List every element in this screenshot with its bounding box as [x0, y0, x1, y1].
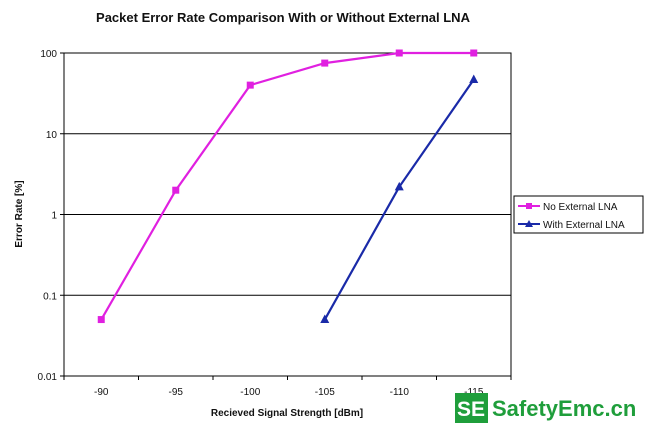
data-point	[320, 314, 330, 324]
data-point	[469, 74, 479, 83]
legend-label-no-lna: No External LNA	[543, 202, 618, 213]
data-point	[395, 49, 403, 57]
watermark-badge	[455, 393, 488, 423]
data-point	[172, 186, 180, 194]
watermark: SE SafetyEmc.cn	[455, 393, 636, 423]
y-tick-label: 0.1	[43, 291, 57, 302]
y-tick-label: 10	[46, 130, 58, 141]
watermark-text: SafetyEmc.cn	[492, 396, 636, 421]
x-axis-ticks: -90 -95 -100 -105 -110 -115	[63, 376, 512, 398]
legend: No External LNA With External LNA	[513, 195, 644, 234]
y-tick-label: 100	[40, 49, 57, 60]
series-line-0	[100, 51, 474, 321]
legend-box	[513, 195, 644, 234]
legend-marker-no-lna	[526, 203, 532, 209]
data-point	[97, 316, 105, 324]
y-tick-label: 1	[51, 211, 57, 222]
x-tick-label: -115	[464, 387, 484, 398]
x-tick-label: -90	[94, 387, 109, 398]
watermark-badge-text: SE	[457, 398, 485, 421]
y-axis-label: Error Rate [%]	[14, 180, 25, 247]
x-tick-label: -100	[240, 387, 260, 398]
x-tick-label: -110	[390, 387, 410, 398]
data-point	[394, 181, 404, 191]
legend-marker-with-lna	[525, 220, 533, 227]
data-point	[470, 49, 478, 57]
legend-label-with-lna: With External LNA	[543, 220, 625, 231]
y-axis-ticks: 0.01 0.1 1 10 100	[38, 49, 64, 383]
data-point	[246, 81, 254, 89]
y-tick-label: 0.01	[38, 372, 58, 383]
chart-title: Packet Error Rate Comparison With or Wit…	[96, 10, 471, 25]
x-tick-label: -95	[169, 387, 184, 398]
series-layer	[97, 49, 479, 324]
data-point	[321, 59, 329, 67]
x-tick-label: -105	[315, 387, 335, 398]
x-axis-label: Recieved Signal Strength [dBm]	[211, 408, 363, 419]
